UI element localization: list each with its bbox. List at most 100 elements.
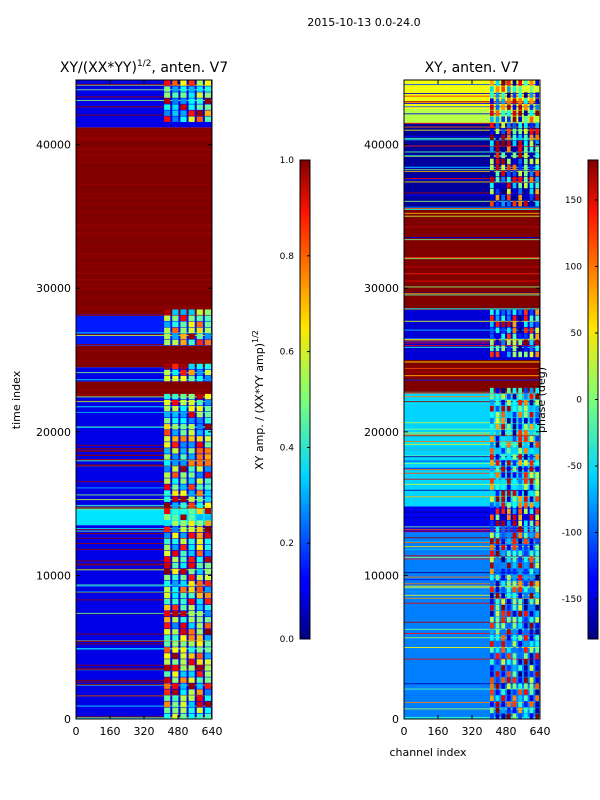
- cell: [490, 333, 494, 340]
- cell: [535, 598, 539, 605]
- cell: [204, 442, 211, 448]
- cell: [507, 194, 511, 201]
- streak: [404, 266, 540, 268]
- cell: [204, 339, 211, 346]
- cell: [501, 526, 505, 533]
- cell: [518, 333, 522, 340]
- cell: [507, 604, 511, 611]
- streak: [76, 332, 212, 334]
- cell: [196, 98, 203, 104]
- cell: [204, 611, 211, 617]
- cell: [172, 315, 179, 321]
- cell: [164, 611, 171, 617]
- cell: [495, 544, 500, 551]
- cell: [172, 411, 179, 418]
- streak: [76, 297, 212, 299]
- streak: [76, 161, 212, 163]
- cell: [518, 472, 522, 478]
- cell: [495, 104, 500, 110]
- cell: [529, 490, 534, 496]
- streak: [76, 664, 212, 666]
- cell: [164, 514, 171, 520]
- band-2: [404, 391, 540, 507]
- cell: [518, 309, 522, 315]
- colorbar-tick-label: 50: [571, 329, 583, 339]
- streak: [76, 633, 212, 635]
- streak: [404, 84, 540, 86]
- cell: [180, 454, 187, 460]
- streak: [76, 481, 212, 483]
- x-tick-label: 320: [462, 725, 483, 738]
- amplitude-ylabel: time index: [10, 370, 23, 429]
- colorbar-tick-label: 0.8: [280, 252, 295, 262]
- cell: [529, 411, 534, 418]
- figure-suptitle: 2015-10-13 0.0-24.0: [307, 16, 420, 29]
- cell: [501, 116, 505, 122]
- cell: [501, 351, 505, 358]
- cell: [501, 140, 505, 147]
- streak: [404, 293, 540, 295]
- cell: [512, 411, 517, 418]
- cell: [529, 556, 534, 563]
- cell: [501, 520, 505, 527]
- cell: [164, 665, 171, 671]
- streak: [76, 560, 212, 562]
- cell: [495, 188, 500, 195]
- cell: [180, 514, 187, 520]
- cell: [507, 411, 511, 418]
- cell: [529, 538, 534, 545]
- cell: [529, 586, 534, 593]
- cell: [501, 411, 505, 418]
- streak: [404, 658, 540, 660]
- cell: [495, 418, 500, 424]
- cell: [518, 695, 522, 701]
- cell: [529, 532, 534, 539]
- streak: [404, 579, 540, 581]
- streak: [76, 313, 212, 315]
- cell: [204, 689, 211, 695]
- cell: [164, 363, 171, 370]
- streak: [76, 262, 212, 264]
- cell: [524, 80, 528, 86]
- cell: [512, 309, 517, 315]
- cell: [501, 345, 505, 352]
- cell: [188, 689, 195, 695]
- cell: [196, 80, 203, 86]
- cell: [518, 442, 522, 448]
- cell: [524, 526, 528, 533]
- cell: [490, 134, 494, 141]
- cell: [188, 641, 195, 647]
- amplitude-panel: XY/(XX*YY)1/2, anten. V7 0 160 320 480 640 0…: [10, 59, 228, 738]
- cell: [196, 647, 203, 653]
- cell: [188, 418, 195, 424]
- streak: [404, 155, 540, 157]
- cell: [512, 170, 517, 177]
- cell: [490, 514, 494, 520]
- cell: [518, 550, 522, 557]
- cell: [501, 653, 505, 659]
- streak: [404, 647, 540, 649]
- cell: [524, 448, 528, 454]
- cell: [524, 484, 528, 490]
- cell: [495, 460, 500, 466]
- cell: [495, 152, 500, 159]
- cell: [512, 418, 517, 424]
- cell: [164, 327, 171, 334]
- streak: [404, 151, 540, 153]
- streak: [404, 166, 540, 168]
- streak: [404, 632, 540, 634]
- streak: [404, 200, 540, 202]
- cell: [196, 550, 203, 557]
- cell: [188, 580, 195, 587]
- streak: [404, 379, 540, 381]
- amplitude-y-axis: 0 10000 20000 30000 40000: [36, 139, 212, 726]
- cell: [164, 454, 171, 460]
- cell: [196, 538, 203, 545]
- cell: [501, 598, 505, 605]
- cell: [535, 665, 539, 671]
- streak: [404, 137, 540, 139]
- cell: [535, 526, 539, 533]
- cell: [180, 580, 187, 587]
- cell: [172, 321, 179, 327]
- cell: [490, 188, 494, 195]
